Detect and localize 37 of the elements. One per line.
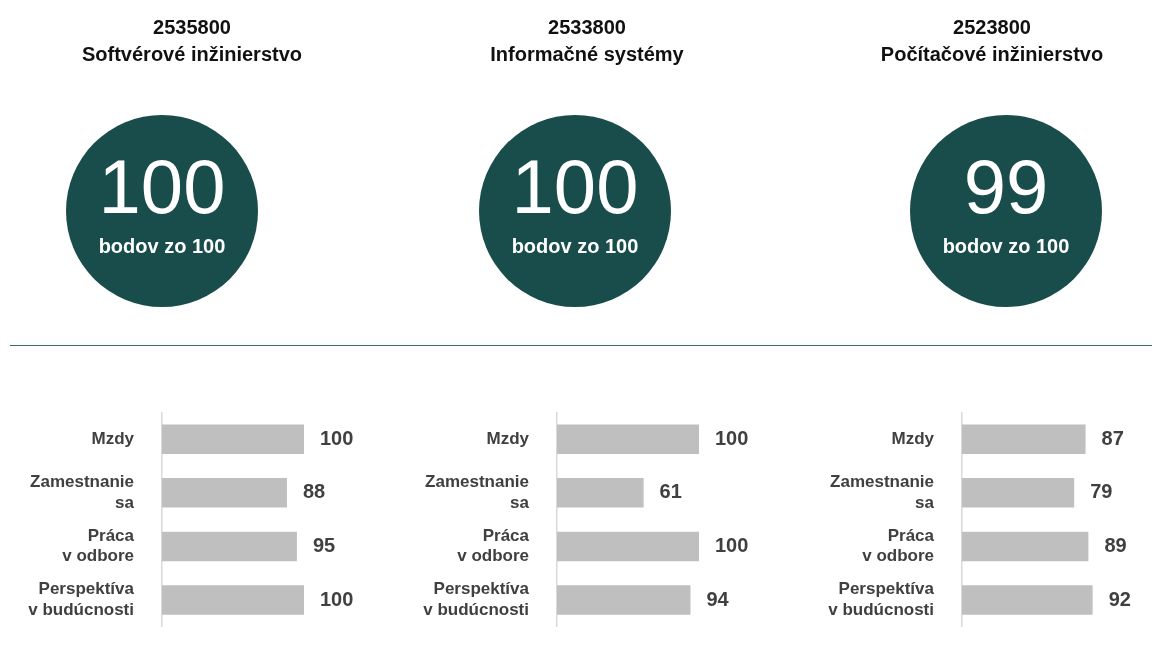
bar (962, 478, 1075, 508)
y-tick-label: Práca v odbore (862, 525, 935, 566)
y-tick-label: Mzdy (891, 428, 935, 448)
data-label: 100 (715, 426, 749, 449)
y-tick-label: Mzdy (486, 428, 530, 448)
data-label: 79 (1090, 480, 1113, 503)
y-tick-label: Perspektíva v budúcnosti (423, 579, 530, 619)
bar (962, 585, 1093, 615)
data-label: 100 (320, 426, 354, 449)
y-tick-label: Práca v odbore (62, 525, 135, 566)
circle-badge: 100 bodov zo 100 (479, 115, 671, 307)
data-label: 95 (312, 533, 336, 556)
chart-title: 2535800 (153, 16, 231, 38)
data-label: 88 (302, 480, 326, 503)
data-label: 100 (320, 587, 354, 610)
data-label: 100 (715, 533, 749, 556)
chart-subtitle: Informačné systémy (490, 43, 684, 65)
y-tick-label: Mzdy (91, 428, 135, 448)
bar (962, 531, 1089, 562)
y-tick-label: Práca v odbore (457, 525, 530, 566)
circle-badge: 100 bodov zo 100 (66, 115, 258, 307)
y-tick-label: Zamestnanie sa (830, 472, 935, 512)
chart-title: 2533800 (548, 16, 626, 38)
chart-title: 2523800 (953, 16, 1031, 38)
data-label: 61 (659, 480, 682, 503)
y-tick-label: Perspektíva v budúcnosti (828, 579, 935, 619)
chart-subtitle: Počítačové inžinierstvo (880, 43, 1104, 65)
data-label: 87 (1101, 426, 1124, 449)
circle-badge: 99 bodov zo 100 (910, 115, 1102, 307)
y-tick-label: Perspektíva v budúcnosti (28, 579, 135, 619)
bar (962, 424, 1086, 454)
data-label: 94 (706, 587, 730, 610)
y-tick-label: Zamestnanie sa (30, 472, 135, 512)
y-tick-label: Zamestnanie sa (425, 472, 530, 512)
data-label: 89 (1104, 533, 1127, 556)
chart-subtitle: Softvérové inžinierstvo (81, 43, 303, 65)
data-label: 92 (1108, 587, 1131, 610)
